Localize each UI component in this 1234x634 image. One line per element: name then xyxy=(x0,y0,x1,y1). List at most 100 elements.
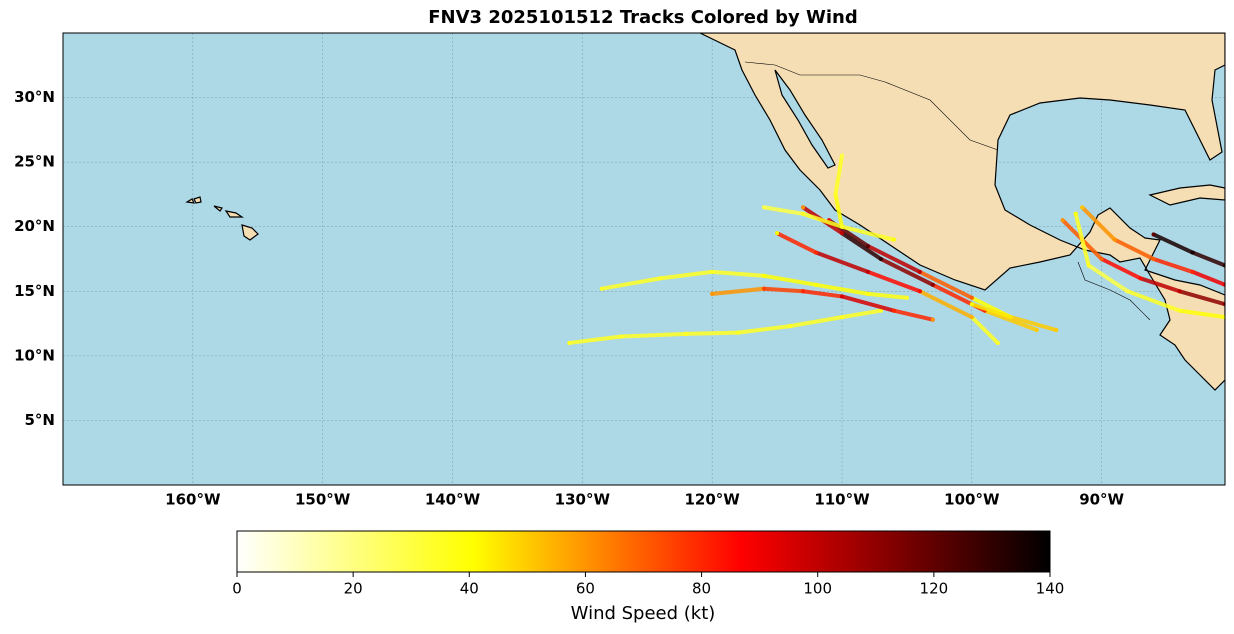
colorbar-label: Wind Speed (kt) xyxy=(571,603,716,624)
track-segment xyxy=(865,269,922,294)
track-point xyxy=(833,192,838,197)
track-segment xyxy=(1138,276,1182,294)
track-segment xyxy=(788,315,844,329)
track-segment xyxy=(833,192,844,229)
track-segment xyxy=(619,331,689,339)
track-segment xyxy=(1086,263,1130,294)
track-point xyxy=(839,153,844,158)
track-point xyxy=(1177,308,1182,313)
track-segment xyxy=(1151,257,1195,274)
track-point xyxy=(917,289,922,294)
x-tick-label: 110°W xyxy=(814,491,870,509)
x-tick-label: 140°W xyxy=(425,491,481,509)
track-point xyxy=(1125,289,1130,294)
track-point xyxy=(839,224,844,229)
y-tick-label: 10°N xyxy=(14,346,55,364)
track-point xyxy=(736,330,741,335)
track-point xyxy=(1054,328,1059,333)
track-point xyxy=(1112,237,1117,242)
track-segment xyxy=(917,269,974,300)
track-point xyxy=(1190,250,1195,255)
track-segment xyxy=(1125,289,1182,313)
track-segment xyxy=(1080,205,1117,242)
track-point xyxy=(1151,232,1156,237)
land xyxy=(185,33,1225,391)
track-segment xyxy=(1190,269,1225,287)
track-segment xyxy=(1177,289,1225,307)
track-point xyxy=(814,250,819,255)
track-point xyxy=(969,295,974,300)
x-tick-label: 90°W xyxy=(1079,491,1124,509)
track-point xyxy=(1099,257,1104,261)
track-segment xyxy=(833,153,844,197)
track-segment xyxy=(1190,250,1225,268)
colorbar xyxy=(236,530,1051,573)
track-point xyxy=(567,340,572,345)
colorbar-tick-label: 0 xyxy=(232,580,242,598)
track-point xyxy=(788,324,793,329)
track-segment xyxy=(801,211,844,229)
colorbar-tick-label: 40 xyxy=(460,580,479,598)
track-point xyxy=(801,205,806,210)
borders xyxy=(744,61,1151,321)
track-segment xyxy=(865,291,909,300)
track-point xyxy=(878,257,883,261)
track-segment xyxy=(1099,257,1143,281)
track-segment xyxy=(917,289,974,320)
track-segment xyxy=(775,231,819,255)
track-point xyxy=(710,291,715,296)
track-segment xyxy=(865,244,922,274)
track-segment xyxy=(567,334,624,345)
track-point xyxy=(1177,289,1182,294)
track-point xyxy=(865,244,870,249)
track-point xyxy=(801,211,806,216)
colorbar-tick-label: 60 xyxy=(576,580,595,598)
colorbar-ticks: 0 20 40 60 80 100 120 140 xyxy=(232,572,1064,598)
track-point xyxy=(762,273,767,278)
track-point xyxy=(599,286,604,291)
x-tick-label: 100°W xyxy=(944,491,1000,509)
track-point xyxy=(775,231,780,236)
track-point xyxy=(891,308,896,313)
track-point xyxy=(891,237,896,242)
x-tick-label: 130°W xyxy=(555,491,611,509)
track-segment xyxy=(814,250,870,274)
track-point xyxy=(839,294,844,299)
x-tick-label: 150°W xyxy=(295,491,351,509)
track-segment xyxy=(762,205,806,216)
track-segment xyxy=(878,257,935,287)
track-point xyxy=(1008,315,1013,320)
track-point xyxy=(878,308,883,313)
tracks xyxy=(567,153,1225,345)
track-point xyxy=(1034,328,1039,333)
track-point xyxy=(1080,205,1085,210)
track-point xyxy=(1151,257,1156,261)
track-segment xyxy=(684,330,741,336)
track-point xyxy=(995,340,1000,345)
track-point xyxy=(917,269,922,274)
track-segment xyxy=(839,294,896,313)
track-segment xyxy=(599,276,663,291)
track-point xyxy=(1073,211,1078,216)
track-segment xyxy=(1008,315,1059,333)
x-tick-label: 120°W xyxy=(684,491,740,509)
track-point xyxy=(1060,218,1065,223)
track-point xyxy=(865,291,870,296)
track-point xyxy=(801,289,806,294)
track-segment xyxy=(762,286,806,294)
track-point xyxy=(969,302,974,307)
track-point xyxy=(930,282,935,287)
track-point xyxy=(1138,276,1143,281)
track-point xyxy=(814,282,819,287)
track-point xyxy=(762,205,767,210)
track-point xyxy=(1190,269,1195,274)
y-tick-label: 5°N xyxy=(25,411,56,429)
track-segment xyxy=(736,324,793,335)
colorbar-tick-label: 120 xyxy=(920,580,949,598)
track-segment xyxy=(1177,308,1225,320)
track-point xyxy=(839,315,844,320)
track-point xyxy=(865,269,870,274)
track-segment xyxy=(658,269,715,281)
track-point xyxy=(658,276,663,281)
